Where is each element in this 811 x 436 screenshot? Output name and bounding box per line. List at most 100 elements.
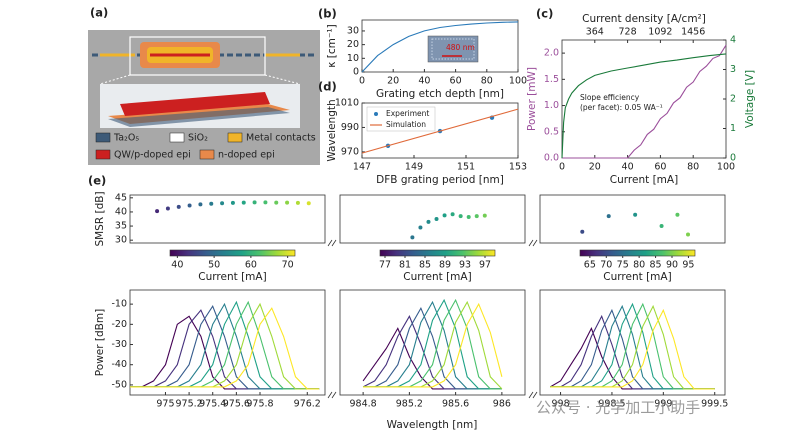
y-tick-label: 970 xyxy=(341,146,359,157)
x-tick-label: 999 xyxy=(654,399,672,410)
x-tick-label: 149 xyxy=(405,162,423,173)
colorbar-tick-label: 50 xyxy=(208,260,220,271)
series-line xyxy=(550,308,715,390)
legend-swatch xyxy=(95,149,111,160)
y-tick-label: -20 xyxy=(111,319,127,330)
y-tick-label: 20 xyxy=(347,39,359,50)
data-point xyxy=(418,225,423,230)
y2-tick-label: 2 xyxy=(730,94,736,105)
series-line xyxy=(130,309,320,390)
panel-label: (d) xyxy=(318,80,337,94)
y-tick-label: 0 xyxy=(353,67,359,78)
colorbar-tick-label: 97 xyxy=(479,260,491,271)
plot-frame xyxy=(361,19,519,73)
data-point xyxy=(274,200,279,205)
y-tick-label: 10 xyxy=(347,53,359,64)
x2-tick-label: 1456 xyxy=(681,27,705,38)
x-tick-label: 60 xyxy=(450,76,462,87)
colorbar-tick-label: 70 xyxy=(600,260,612,271)
x-tick-label: 975.6 xyxy=(223,399,250,410)
y-tick-label: -40 xyxy=(111,359,127,370)
data-point xyxy=(198,202,203,207)
x-tick-label: 985.6 xyxy=(442,399,469,410)
legend-label: Experiment xyxy=(386,109,429,118)
data-point xyxy=(209,201,214,206)
series-line xyxy=(550,327,715,390)
x2-tick-label: 364 xyxy=(586,27,604,38)
break-mark xyxy=(327,239,333,247)
y-tick-label: 35 xyxy=(115,221,127,232)
data-point xyxy=(155,209,160,214)
sem-inset xyxy=(427,35,479,63)
x-tick-label: 976.2 xyxy=(294,399,321,410)
series-line xyxy=(361,21,519,73)
inset-label: 480 nm xyxy=(446,43,475,52)
data-point xyxy=(410,235,415,240)
colorbar-tick-label: 89 xyxy=(439,260,451,271)
slab-ridge xyxy=(120,92,270,116)
x-tick-label: 999.5 xyxy=(701,399,728,410)
plot-frame xyxy=(129,194,326,244)
data-point xyxy=(285,200,290,205)
break-mark xyxy=(528,239,534,247)
y-tick-label: 0.5 xyxy=(544,126,559,137)
x2-tick-label: 1092 xyxy=(648,27,672,38)
break-mark xyxy=(532,239,538,247)
break-mark xyxy=(331,239,337,247)
x-tick-label: 975.2 xyxy=(175,399,202,410)
plot-frame xyxy=(361,102,519,159)
x-tick-label: 80 xyxy=(481,76,493,87)
colorbar-label: Current [mA] xyxy=(403,271,471,283)
slab-ta xyxy=(108,107,290,127)
legend-swatch xyxy=(199,149,215,160)
x2-tick-label: 728 xyxy=(619,27,637,38)
legend-marker xyxy=(374,112,378,116)
panel-label: (e) xyxy=(88,174,106,188)
series-line xyxy=(561,53,727,159)
break-mark xyxy=(327,391,333,399)
y-tick-label: 40 xyxy=(115,206,127,217)
data-point xyxy=(466,215,471,220)
data-point xyxy=(450,212,455,217)
y2-axis-label: Voltage [V] xyxy=(744,70,756,128)
colorbar-tick-label: 60 xyxy=(245,260,257,271)
panel-label: (b) xyxy=(318,7,337,21)
x-tick-label: 153 xyxy=(509,162,527,173)
colorbar-tick-label: 75 xyxy=(617,260,629,271)
y-tick-label: -30 xyxy=(111,339,127,350)
y-tick-label: -50 xyxy=(111,379,127,390)
legend-swatch xyxy=(169,132,185,143)
x-tick-label: 998.5 xyxy=(598,399,625,410)
annotation: (per facet): 0.05 WA⁻¹ xyxy=(580,103,663,112)
y-tick-label: 1.0 xyxy=(544,100,559,111)
x-tick-label: 100 xyxy=(717,162,735,173)
y-tick-label: -10 xyxy=(111,299,127,310)
series-line xyxy=(363,302,503,388)
y-tick-label: 1.5 xyxy=(544,74,559,85)
legend-swatch xyxy=(227,132,243,143)
axis-breaks xyxy=(327,239,538,399)
x-tick-label: 975 xyxy=(156,399,174,410)
y-axis-label: Power [mW] xyxy=(526,67,538,131)
inset-grating xyxy=(431,38,475,60)
y-tick-label: 45 xyxy=(115,192,127,203)
legend-label: n-doped epi xyxy=(218,150,275,161)
colorbar-tick-label: 85 xyxy=(650,260,662,271)
data-point xyxy=(187,203,192,208)
legend-box xyxy=(366,106,436,132)
colorbar-tick-label: 70 xyxy=(282,260,294,271)
x-tick-label: 20 xyxy=(387,76,399,87)
series-line xyxy=(550,308,715,390)
data-point xyxy=(458,214,463,219)
colorbar-tick-label: 85 xyxy=(419,260,431,271)
device-illustration: Ta₂O₅ SiO₂ Metal contacts QW/p-doped epi… xyxy=(88,30,320,165)
legend-label: Ta₂O₅ xyxy=(113,133,139,144)
data-point xyxy=(426,219,431,224)
series-line xyxy=(361,108,519,154)
colorbar-label: Current [mA] xyxy=(603,271,671,283)
data-point xyxy=(165,206,170,211)
colorbar-tick-label: 95 xyxy=(682,260,694,271)
y2-tick-label: 1 xyxy=(730,123,736,134)
x-tick-label: 100 xyxy=(509,76,527,87)
